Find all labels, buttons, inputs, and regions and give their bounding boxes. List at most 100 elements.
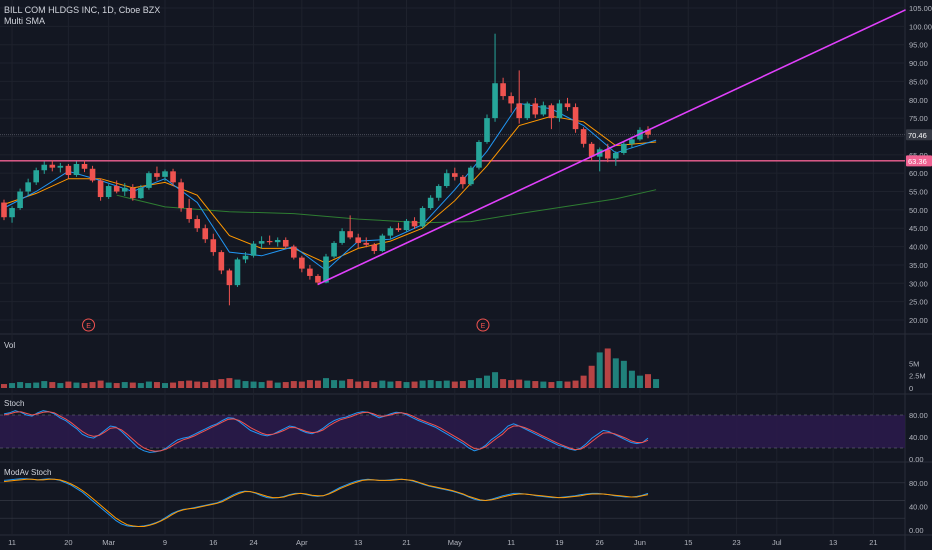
volume-bar: [113, 383, 120, 388]
candle-up: [274, 239, 281, 243]
candle-down: [564, 103, 571, 108]
candle-down: [186, 208, 192, 220]
volume-bar: [556, 381, 563, 388]
candle-up: [339, 231, 345, 243]
candle-down: [178, 182, 184, 209]
time-tick-label: 15: [684, 538, 692, 547]
volume-bar: [435, 381, 442, 388]
candle-down: [363, 242, 370, 245]
volume-bar: [186, 380, 193, 388]
price-tick-label: 80.00: [909, 96, 928, 105]
volume-bar: [612, 358, 619, 388]
time-tick-label: 20: [64, 538, 72, 547]
earnings-marker-label: E: [86, 323, 91, 330]
candle-down: [371, 244, 378, 251]
candle-up: [41, 164, 48, 171]
trendline-group[interactable]: [317, 9, 906, 286]
volume-bar: [371, 382, 378, 388]
earnings-marker-icon: [82, 318, 96, 332]
candle-down: [210, 239, 217, 253]
candle-down: [49, 164, 56, 168]
stoch-tick-label: 40.00: [909, 433, 928, 442]
candle-down: [218, 252, 225, 271]
pane-label-modav-stoch[interactable]: ModAv Stoch: [4, 468, 52, 477]
candle-up: [524, 103, 531, 119]
volume-bar: [653, 379, 660, 388]
volume-bar: [323, 378, 329, 388]
candle-up: [331, 242, 337, 257]
time-axis[interactable]: 11 20 Mar 9 16 24 Apr 13 21 May 11 19 26 Jun 15 23 Jul 13…: [8, 538, 877, 547]
pane-label-vol[interactable]: Vol: [4, 341, 16, 350]
time-tick-label: 21: [402, 538, 410, 547]
volume-tick-label: 0: [909, 384, 913, 393]
price-tick-label: 90.00: [909, 59, 928, 68]
stoch-tick-label: 80.00: [909, 411, 928, 420]
candle-down: [548, 105, 555, 119]
modav-tick-label: 80.00: [909, 479, 928, 488]
candle-up: [258, 241, 265, 244]
volume-bar: [170, 382, 177, 388]
volume-bar: [73, 382, 80, 388]
volume-bar: [17, 382, 24, 388]
candle-up: [138, 187, 144, 199]
candle-down: [452, 173, 458, 177]
price-tick-label: 75.00: [909, 114, 928, 123]
stoch-d-line: [3, 411, 649, 452]
volume-bar: [242, 381, 249, 388]
volume-bar: [548, 382, 555, 388]
candle-down: [315, 275, 321, 283]
symbol-title[interactable]: BILL COM HLDGS INC, 1D, Cboe BZX: [4, 5, 161, 15]
volume-bar: [250, 381, 257, 388]
price-tick-label: 40.00: [909, 243, 928, 252]
candle-down: [395, 228, 402, 231]
candle-down: [113, 186, 120, 192]
volume-bar: [588, 365, 595, 388]
time-tick-label: 16: [209, 538, 217, 547]
volume-bar: [411, 381, 418, 388]
candle-down: [291, 246, 297, 258]
volume-bar: [178, 381, 185, 388]
candle-up: [73, 164, 80, 176]
time-tick-label: Apr: [296, 538, 308, 547]
volume-bar: [628, 370, 635, 388]
time-tick-label: 11: [8, 538, 16, 547]
volume-bar: [403, 382, 410, 388]
pane-label-stoch[interactable]: Stoch: [4, 399, 25, 408]
candle-up: [234, 259, 241, 286]
candle-up: [621, 143, 627, 153]
modav-tick-label: 40.00: [909, 502, 928, 511]
candles: [1, 33, 651, 306]
volume-bars: [1, 348, 660, 388]
candle-up: [492, 83, 498, 119]
volume-bar: [532, 381, 539, 388]
volume-bar: [331, 380, 338, 388]
volume-bar: [81, 383, 88, 388]
volume-bar: [89, 382, 96, 388]
volume-bar: [387, 381, 394, 388]
candle-down: [508, 96, 514, 104]
volume-bar: [443, 380, 450, 388]
candle-down: [347, 231, 353, 238]
price-axis[interactable]: 105.00 100.00 95.00 90.00 85.00 80.00 75.00 70.…: [909, 4, 932, 535]
candle-up: [242, 255, 249, 260]
candle-up: [629, 139, 635, 144]
study-legend-multi-sma[interactable]: Multi SMA: [4, 16, 46, 26]
trendline: [317, 9, 906, 286]
volume-bar: [580, 375, 587, 388]
volume-bar: [137, 383, 144, 388]
stoch-tick-label: 0.00: [909, 455, 924, 464]
candle-up: [9, 208, 15, 218]
candle-up: [435, 186, 442, 198]
time-tick-label: 19: [555, 538, 563, 547]
stoch-k-line: [3, 410, 649, 453]
volume-bar: [508, 380, 515, 388]
volume-bar: [33, 382, 40, 388]
volume-bar: [298, 381, 305, 388]
time-tick-label: Mar: [102, 538, 115, 547]
candle-up: [427, 197, 434, 209]
candle-up: [484, 118, 490, 142]
price-tick-label: 60.00: [909, 169, 928, 178]
candle-down: [266, 241, 273, 243]
